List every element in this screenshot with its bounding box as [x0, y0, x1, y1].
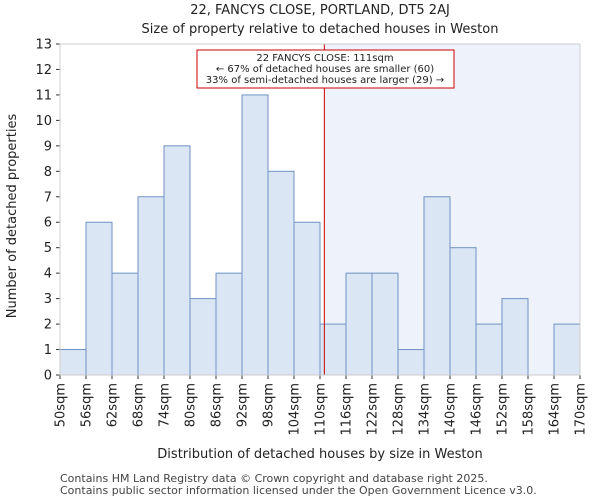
y-tick-label: 10 [35, 114, 52, 129]
bar-134sqm [423, 196, 451, 376]
footer-line-2: Contains public sector information licen… [60, 484, 537, 497]
plot-frame [59, 43, 581, 376]
footer-line-1: Contains HM Land Registry data © Crown c… [60, 472, 488, 485]
bar-80sqm [189, 298, 217, 376]
bar-92sqm [241, 94, 269, 376]
chart-title: 22, FANCYS CLOSE, PORTLAND, DT5 2AJ [190, 3, 450, 18]
y-tick-label: 11 [35, 88, 52, 103]
chart-subtitle: Size of property relative to detached ho… [142, 22, 499, 37]
x-tick-label: 164sqm [548, 383, 563, 436]
y-tick-label: 1 [44, 343, 52, 358]
bar-98sqm [267, 170, 295, 376]
x-tick-label: 56sqm [80, 383, 95, 427]
x-tick-label: 128sqm [392, 383, 407, 436]
x-tick-label: 98sqm [262, 383, 277, 427]
bar-128sqm [397, 349, 425, 376]
x-tick-label: 116sqm [340, 383, 355, 436]
x-tick-label: 80sqm [184, 383, 199, 427]
x-tick-label: 86sqm [210, 383, 225, 427]
bar-74sqm [163, 145, 191, 376]
x-tick-label: 110sqm [314, 383, 329, 436]
x-tick-label: 122sqm [366, 383, 381, 436]
y-tick-label: 5 [44, 241, 52, 256]
bar-86sqm [215, 272, 243, 376]
x-tick-label: 152sqm [496, 383, 511, 436]
bar-122sqm [371, 272, 399, 376]
y-tick-label: 3 [44, 292, 52, 307]
bar-56sqm [85, 221, 113, 376]
x-axis-label: Distribution of detached houses by size … [157, 447, 482, 462]
bar-104sqm [293, 221, 321, 376]
annotation-line-3: 33% of semi-detached houses are larger (… [206, 75, 444, 86]
x-tick-label: 74sqm [158, 383, 173, 427]
x-tick-label: 104sqm [288, 383, 303, 436]
y-tick-label: 7 [44, 190, 52, 205]
y-tick-label: 4 [44, 267, 52, 282]
x-tick-label: 50sqm [54, 383, 69, 427]
x-tick-label: 62sqm [106, 383, 121, 427]
bar-68sqm [137, 196, 165, 376]
annotation-box: 22 FANCYS CLOSE: 111sqm ← 67% of detache… [196, 49, 455, 89]
x-tick-label: 158sqm [522, 383, 537, 436]
x-tick-label: 146sqm [470, 383, 485, 436]
x-tick-label: 170sqm [574, 383, 589, 436]
annotation-line-2: ← 67% of detached houses are smaller (60… [216, 64, 434, 75]
bar-116sqm [345, 272, 373, 376]
y-tick-label: 13 [35, 38, 52, 53]
bar-164sqm [553, 323, 581, 376]
x-tick-label: 92sqm [236, 383, 251, 427]
x-tick-label: 134sqm [418, 383, 433, 436]
annotation-line-1: 22 FANCYS CLOSE: 111sqm [256, 53, 393, 64]
x-tick-label: 140sqm [444, 383, 459, 436]
y-axis-label: Number of detached properties [5, 114, 20, 319]
y-tick-label: 9 [44, 139, 52, 154]
bar-62sqm [111, 272, 139, 376]
bar-146sqm [475, 323, 503, 376]
y-tick-label: 0 [44, 369, 52, 384]
x-tick-label: 68sqm [132, 383, 147, 427]
bar-140sqm [449, 247, 477, 376]
y-tick-label: 6 [44, 216, 52, 231]
bar-50sqm [59, 349, 87, 376]
y-tick-label: 12 [35, 63, 52, 78]
bar-152sqm [501, 298, 529, 376]
y-tick-label: 8 [44, 165, 52, 180]
y-tick-label: 2 [44, 318, 52, 333]
